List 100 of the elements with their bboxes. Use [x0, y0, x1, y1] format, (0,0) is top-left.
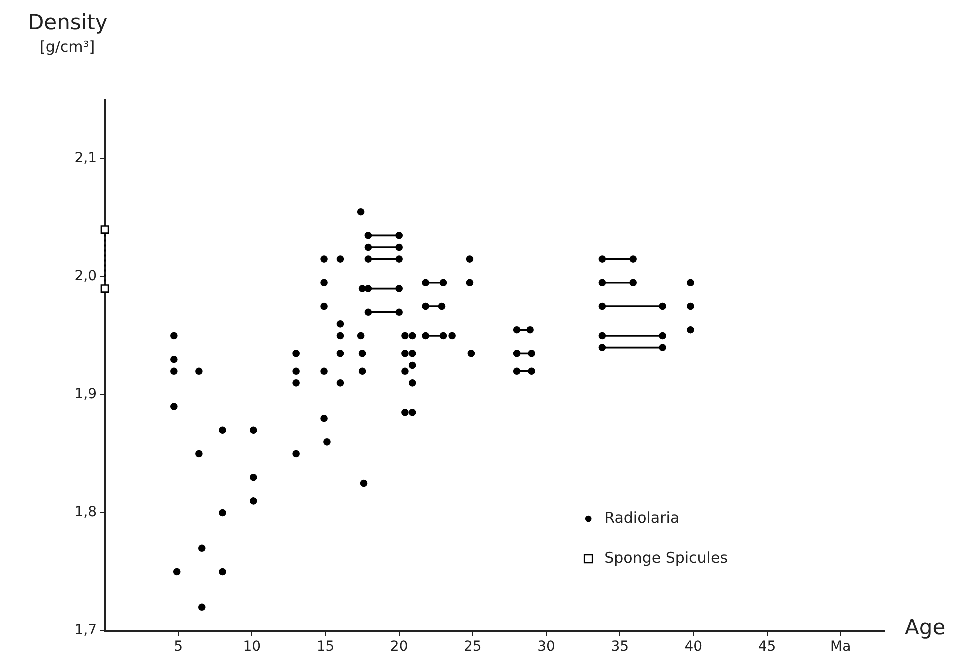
point	[364, 308, 372, 316]
point	[250, 426, 258, 434]
point	[408, 362, 416, 370]
y-tick-label: 2,1	[74, 150, 97, 167]
point	[196, 368, 203, 376]
point	[170, 332, 178, 340]
point	[528, 368, 536, 376]
x-tick-label: 40	[684, 639, 703, 656]
point	[170, 356, 178, 364]
x-tick-label: 45	[758, 639, 776, 656]
point	[659, 344, 666, 352]
point	[198, 544, 206, 552]
point	[468, 350, 476, 358]
point	[422, 302, 430, 310]
point	[320, 256, 328, 263]
x-axis-title: Age	[905, 615, 946, 640]
x-tick-label: 10	[243, 639, 262, 656]
point	[526, 326, 534, 334]
point	[196, 450, 203, 458]
point	[219, 568, 226, 576]
point	[336, 350, 344, 358]
point	[320, 414, 328, 422]
point	[336, 380, 344, 387]
y-tick-label: 2,0	[74, 268, 97, 285]
point	[396, 232, 403, 240]
point	[364, 232, 372, 240]
x-tick-label: 5	[174, 639, 184, 656]
point	[408, 380, 416, 387]
point	[358, 368, 366, 376]
y-axis-title: Density	[28, 10, 108, 34]
point	[396, 256, 403, 263]
point	[292, 450, 300, 458]
point	[422, 279, 430, 287]
point	[219, 509, 226, 517]
point	[396, 308, 403, 316]
point	[364, 256, 372, 263]
point	[324, 438, 331, 446]
point	[320, 368, 328, 376]
y-tick-label: 1,7	[74, 622, 97, 639]
point	[513, 350, 521, 358]
point	[320, 302, 328, 310]
point	[598, 256, 606, 263]
point	[292, 380, 300, 387]
y-tick-label: 1,9	[74, 386, 97, 403]
point	[402, 332, 409, 340]
point	[357, 208, 365, 216]
x-tick-label: 15	[316, 639, 335, 656]
point	[250, 474, 258, 482]
x-tick-label: 20	[390, 639, 408, 656]
point	[687, 326, 694, 334]
point	[173, 568, 181, 576]
point	[466, 256, 474, 263]
point	[336, 256, 344, 263]
point	[687, 302, 694, 310]
point	[440, 332, 448, 340]
x-tick-label: 25	[464, 639, 482, 656]
point	[358, 285, 366, 292]
point	[448, 332, 456, 340]
point	[364, 244, 372, 252]
y-tick-label: 1,8	[74, 504, 97, 521]
x-tick-label: 30	[538, 639, 556, 656]
legend-label: Sponge Spicules	[604, 548, 728, 567]
point	[357, 332, 365, 340]
point	[513, 368, 521, 376]
text: [g/cm³]	[40, 38, 96, 56]
point	[598, 279, 606, 287]
point	[219, 426, 226, 434]
point	[402, 368, 409, 376]
point	[292, 350, 300, 358]
legend-label: Radiolaria	[604, 508, 680, 527]
point	[408, 350, 416, 358]
point	[396, 285, 403, 292]
point	[198, 604, 206, 612]
point	[170, 368, 178, 376]
point	[360, 480, 368, 488]
point	[598, 302, 606, 310]
point	[466, 279, 474, 287]
point	[250, 498, 258, 505]
point	[659, 332, 666, 340]
point	[598, 344, 606, 352]
point	[422, 332, 430, 340]
point	[402, 350, 409, 358]
point	[513, 326, 521, 334]
point	[659, 302, 666, 310]
point	[292, 368, 300, 376]
point	[170, 403, 178, 410]
point	[336, 320, 344, 328]
point	[408, 409, 416, 416]
point	[100, 284, 110, 293]
point	[336, 332, 344, 340]
point	[440, 279, 448, 287]
point	[408, 332, 416, 340]
x-tick-label: Ma	[830, 639, 852, 656]
point	[438, 302, 446, 310]
point	[598, 332, 606, 340]
point	[402, 409, 409, 416]
point	[100, 226, 110, 234]
x-tick-label: 35	[611, 639, 630, 656]
point	[528, 350, 536, 358]
point	[358, 350, 366, 358]
